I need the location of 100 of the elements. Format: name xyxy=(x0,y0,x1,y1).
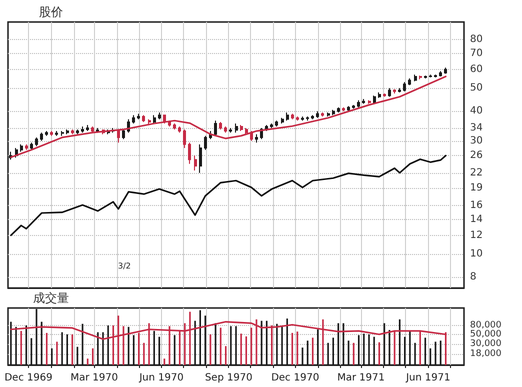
candlestick xyxy=(255,134,258,144)
candlestick xyxy=(81,126,84,134)
candlestick xyxy=(352,104,355,110)
y-tick-label: 60 xyxy=(470,64,483,75)
candlestick xyxy=(45,130,48,136)
candlestick xyxy=(204,135,207,150)
candlestick xyxy=(296,116,299,122)
y-tick-label: 80,000 xyxy=(470,320,502,330)
y-axis-title: 成交量 xyxy=(33,291,70,305)
candlestick xyxy=(214,120,217,136)
y-tick-label: 26 xyxy=(470,150,483,162)
candlestick xyxy=(224,126,227,134)
candlestick xyxy=(137,113,140,120)
candlestick xyxy=(199,144,202,174)
y-tick-label: 19 xyxy=(470,182,483,194)
candlestick xyxy=(50,130,53,136)
candlestick xyxy=(55,130,58,136)
candlestick xyxy=(35,136,38,147)
line-series xyxy=(10,154,447,236)
candlestick xyxy=(362,98,365,104)
candlestick xyxy=(240,124,243,132)
candlestick xyxy=(393,88,396,94)
y-tick-label: 12 xyxy=(470,230,483,241)
candlestick xyxy=(194,155,197,172)
y-tick-label: 30 xyxy=(470,135,483,146)
candlestick xyxy=(378,92,381,98)
candlestick xyxy=(414,74,417,82)
candlestick xyxy=(419,75,422,80)
candlestick xyxy=(403,82,406,92)
line-series xyxy=(10,76,447,158)
candlestick xyxy=(71,128,74,135)
candlestick xyxy=(275,120,278,127)
y-tick-label: 22 xyxy=(470,167,483,178)
candlestick xyxy=(321,112,324,117)
candlestick xyxy=(153,114,156,124)
candlestick xyxy=(347,106,350,112)
candlestick xyxy=(168,120,171,127)
candlestick xyxy=(342,106,345,112)
candlestick xyxy=(66,128,69,135)
y-tick-label: 70 xyxy=(470,48,483,59)
x-tick-label: Mar 1971 xyxy=(337,372,385,384)
candlestick xyxy=(373,95,376,104)
y-axis-title: 股价 xyxy=(39,5,64,19)
candlestick xyxy=(316,110,319,118)
candlestick xyxy=(61,130,64,136)
candlestick xyxy=(219,122,222,130)
annotation: 3/2 xyxy=(118,262,131,270)
candlestick xyxy=(286,112,289,122)
candlestick xyxy=(86,124,89,132)
candlestick xyxy=(337,106,340,113)
x-tick-label: Sep 1970 xyxy=(204,372,252,384)
candlestick xyxy=(20,144,23,152)
x-tick-label: Jun 1971 xyxy=(405,372,450,384)
candlestick xyxy=(183,128,186,148)
candlestick xyxy=(444,67,447,74)
candlestick xyxy=(281,117,284,124)
candlestick xyxy=(40,132,43,142)
candlestick xyxy=(368,100,371,104)
candlestick xyxy=(332,109,335,116)
candlestick xyxy=(173,122,176,130)
x-tick-label: Dec 1969 xyxy=(4,372,52,384)
candlestick xyxy=(25,144,28,150)
candlestick xyxy=(301,116,304,122)
y-tick-label: 40 xyxy=(470,106,483,117)
candlestick xyxy=(398,88,401,93)
y-tick-label: 16 xyxy=(470,200,483,212)
candlestick xyxy=(178,126,181,134)
y-tick-label: 80 xyxy=(470,34,483,46)
candlestick xyxy=(439,70,442,77)
candlestick xyxy=(158,112,161,120)
y-tick-label: 14 xyxy=(470,214,483,225)
candlestick xyxy=(148,118,151,126)
candlestick xyxy=(434,74,437,78)
candlestick xyxy=(30,142,33,150)
candlestick xyxy=(117,128,120,144)
candlestick xyxy=(188,142,191,164)
y-tick-label: 8 xyxy=(470,272,476,283)
y-tick-label: 34 xyxy=(470,122,483,134)
candlestick xyxy=(424,75,427,79)
candlestick xyxy=(327,112,330,117)
candlestick xyxy=(429,74,432,78)
candlestick xyxy=(357,100,360,108)
y-tick-label: 50 xyxy=(470,82,483,94)
candlestick xyxy=(311,114,314,120)
candlestick xyxy=(142,114,145,123)
candlestick xyxy=(270,122,273,128)
candlestick xyxy=(76,128,79,135)
candlestick xyxy=(96,127,99,134)
candlestick xyxy=(91,126,94,134)
candlestick xyxy=(388,88,391,98)
candlestick xyxy=(229,127,232,134)
candlestick xyxy=(245,127,248,135)
candlestick xyxy=(306,116,309,122)
candlestick xyxy=(408,78,411,86)
y-tick-label: 50,000 xyxy=(470,329,502,340)
y-tick-label: 30,000 xyxy=(470,339,502,350)
x-tick-label: Jun 1970 xyxy=(138,372,184,384)
y-tick-label: 10 xyxy=(470,248,483,260)
x-tick-label: Dec 1970 xyxy=(271,372,320,384)
candlestick xyxy=(235,122,238,134)
